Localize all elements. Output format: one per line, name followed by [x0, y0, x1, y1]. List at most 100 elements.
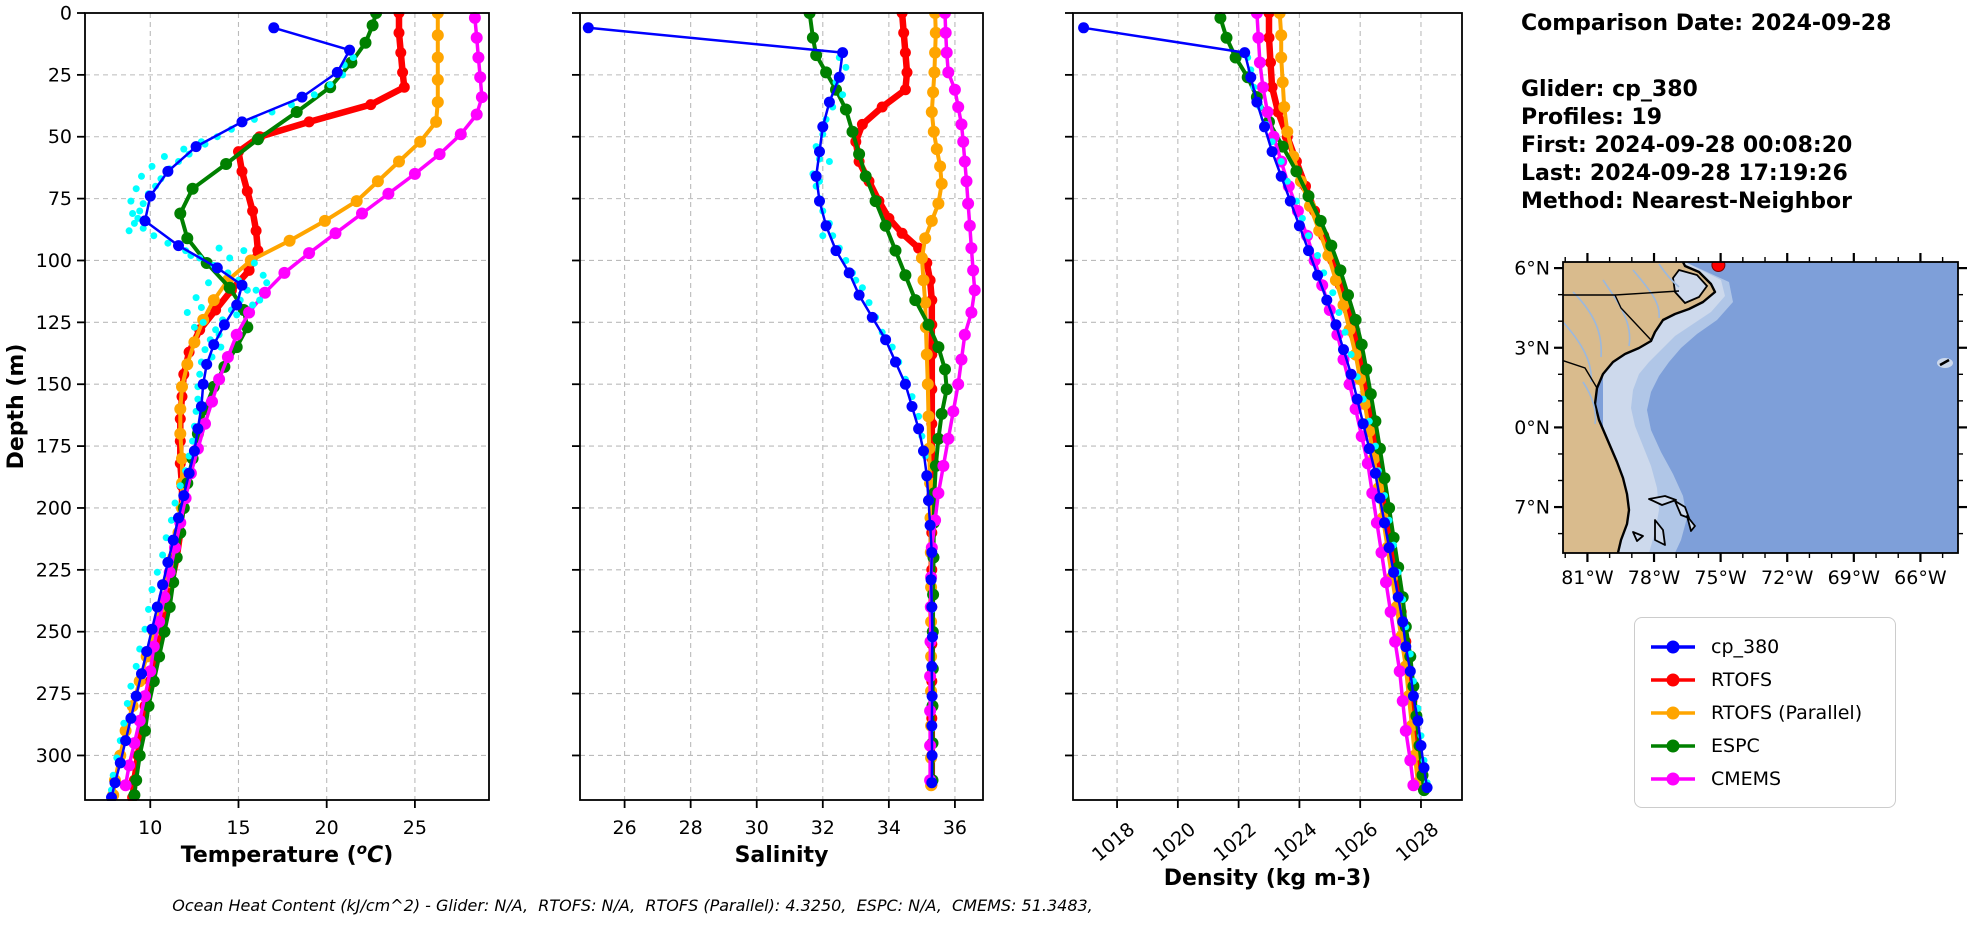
x-axis-title: Salinity [735, 843, 829, 868]
y-tick-label: 250 [36, 621, 72, 643]
info-spacer [1521, 38, 1891, 76]
x-tick-label: 1026 [1331, 818, 1382, 866]
y-tick-label: 75 [48, 188, 72, 210]
scatter-glider-raw [809, 54, 936, 784]
legend-box: cp_380 RTOFS RTOFS (Parallel) ESPC CMEMS [1634, 617, 1896, 808]
y-tick-label: 275 [36, 683, 72, 705]
y-tick-label: 100 [36, 250, 72, 272]
x-tick-label: 32 [811, 817, 835, 839]
x-tick-label: 1022 [1210, 818, 1261, 866]
y-tick-label: 225 [36, 559, 72, 581]
x-axis-title: Temperature (oC) [181, 840, 394, 868]
map-lon-label: 72°W [1761, 567, 1814, 589]
axis-tick-labels: 26 28 30 32 34 36 [613, 817, 968, 839]
profiles-text: Profiles: 19 [1521, 105, 1663, 130]
legend-line-swatch [1651, 640, 1695, 653]
map-lat-label: 33°N [1513, 337, 1550, 359]
sound-inlet [1672, 268, 1709, 305]
x-axis-title: Density (kg m-3) [1164, 866, 1372, 891]
map-tick-labels: 81°W 78°W 75°W 72°W 69°W 66°W 36°N 33°N 30°N 27°N [1513, 258, 1947, 589]
axes-spines [84, 12, 490, 801]
map-lon-label: 81°W [1561, 567, 1614, 589]
x-tick-label: 20 [315, 817, 339, 839]
map-lat-label: 27°N [1513, 497, 1550, 519]
station-map: 81°W 78°W 75°W 72°W 69°W 66°W 36°N 33°N 30°N 27°N [1513, 253, 1967, 589]
x-tick-label: 1028 [1392, 818, 1443, 866]
map-frame [1562, 261, 1959, 554]
y-tick-label: 150 [36, 374, 72, 396]
info-block: Comparison Date: 2024-09-28 Glider: cp_3… [1521, 10, 1891, 216]
axis-ticks [572, 12, 956, 808]
x-tick-label: 1018 [1088, 818, 1139, 866]
legend-item-label: cp_380 [1711, 635, 1780, 658]
grid [580, 12, 983, 800]
legend-line-swatch [1651, 739, 1695, 752]
legend-item-label: CMEMS [1711, 767, 1782, 790]
y-tick-label: 0 [60, 3, 72, 25]
axis-tick-labels: 1018 1020 1022 1024 1026 1028 [1088, 818, 1443, 866]
axis-ticks [77, 12, 416, 808]
x-tick-label: 26 [613, 817, 637, 839]
bermuda-island [1937, 358, 1953, 368]
x-tick-label: 36 [943, 817, 967, 839]
legend-item-rtofs: RTOFS [1649, 663, 1877, 696]
x-tick-label: 28 [679, 817, 703, 839]
y-tick-label: 25 [48, 64, 72, 86]
x-tick-label: 15 [226, 817, 250, 839]
x-tick-label: 1024 [1270, 818, 1321, 866]
last-text: Last: 2024-09-28 17:19:26 [1521, 161, 1848, 186]
axes-spines [1072, 12, 1463, 801]
series-cp-380 [106, 22, 356, 801]
map-lon-label: 69°W [1828, 567, 1881, 589]
x-tick-label: 1020 [1149, 818, 1200, 866]
map-axes: 81°W 78°W 75°W 72°W 69°W 66°W 36°N 33°N 30°N 27°N [1513, 253, 1967, 589]
series-cp-380 [1078, 22, 1433, 794]
comparison-date-text: Comparison Date: 2024-09-28 [1521, 11, 1892, 36]
land-area [1563, 262, 1717, 553]
x-tick-label: 30 [745, 817, 769, 839]
method-text: Method: Nearest-Neighbor [1521, 189, 1852, 214]
series-cmems [119, 12, 488, 792]
map-lon-label: 66°W [1894, 567, 1947, 589]
map-lon-label: 78°W [1628, 567, 1681, 589]
y-tick-label: 125 [36, 312, 72, 334]
legend-item-label: ESPC [1711, 734, 1760, 757]
y-tick-label: 50 [48, 126, 72, 148]
legend-item-label: RTOFS (Parallel) [1711, 701, 1863, 724]
map-lat-label: 36°N [1513, 258, 1550, 280]
glider-text: Glider: cp_380 [1521, 77, 1698, 102]
map-lat-label: 30°N [1513, 417, 1550, 439]
x-tick-label: 10 [138, 817, 162, 839]
temperature-plot: 10 15 20 2502550751001251501752002252502753… [4, 3, 490, 868]
station-marker [1711, 262, 1726, 272]
series-espc [128, 12, 383, 801]
series-cmems [1250, 12, 1420, 792]
legend-line-swatch [1651, 673, 1695, 686]
y-tick-label: 300 [36, 745, 72, 767]
legend-item-espc: ESPC [1649, 729, 1877, 762]
axis-tick-labels: 10 15 20 2502550751001251501752002252502753… [36, 3, 427, 840]
axis-ticks [1065, 12, 1422, 808]
series-rtofs [850, 12, 938, 791]
y-tick-label: 175 [36, 436, 72, 458]
first-text: First: 2024-09-28 00:08:20 [1521, 133, 1853, 158]
legend-item-rtofs-parallel-: RTOFS (Parallel) [1649, 696, 1877, 729]
map-lon-label: 75°W [1694, 567, 1747, 589]
series-espc [1214, 12, 1430, 797]
rivers [1563, 263, 1680, 425]
state-borders [1563, 290, 1680, 389]
legend-item-cp-380: cp_380 [1649, 630, 1877, 663]
series-cp-380 [582, 22, 938, 789]
series-rtofs [127, 12, 410, 801]
legend-line-swatch [1651, 772, 1695, 785]
axes-spines [579, 12, 984, 801]
map-ticks [1554, 253, 1967, 562]
y-tick-label: 200 [36, 497, 72, 519]
ohc-footer-text: Ocean Heat Content (kJ/cm^2) - Glider: N… [172, 896, 1093, 915]
salinity-plot: 26 28 30 32 34 36 Salinity [572, 12, 984, 868]
y-axis-title: Depth (m) [4, 344, 29, 470]
legend-item-cmems: CMEMS [1649, 762, 1877, 795]
